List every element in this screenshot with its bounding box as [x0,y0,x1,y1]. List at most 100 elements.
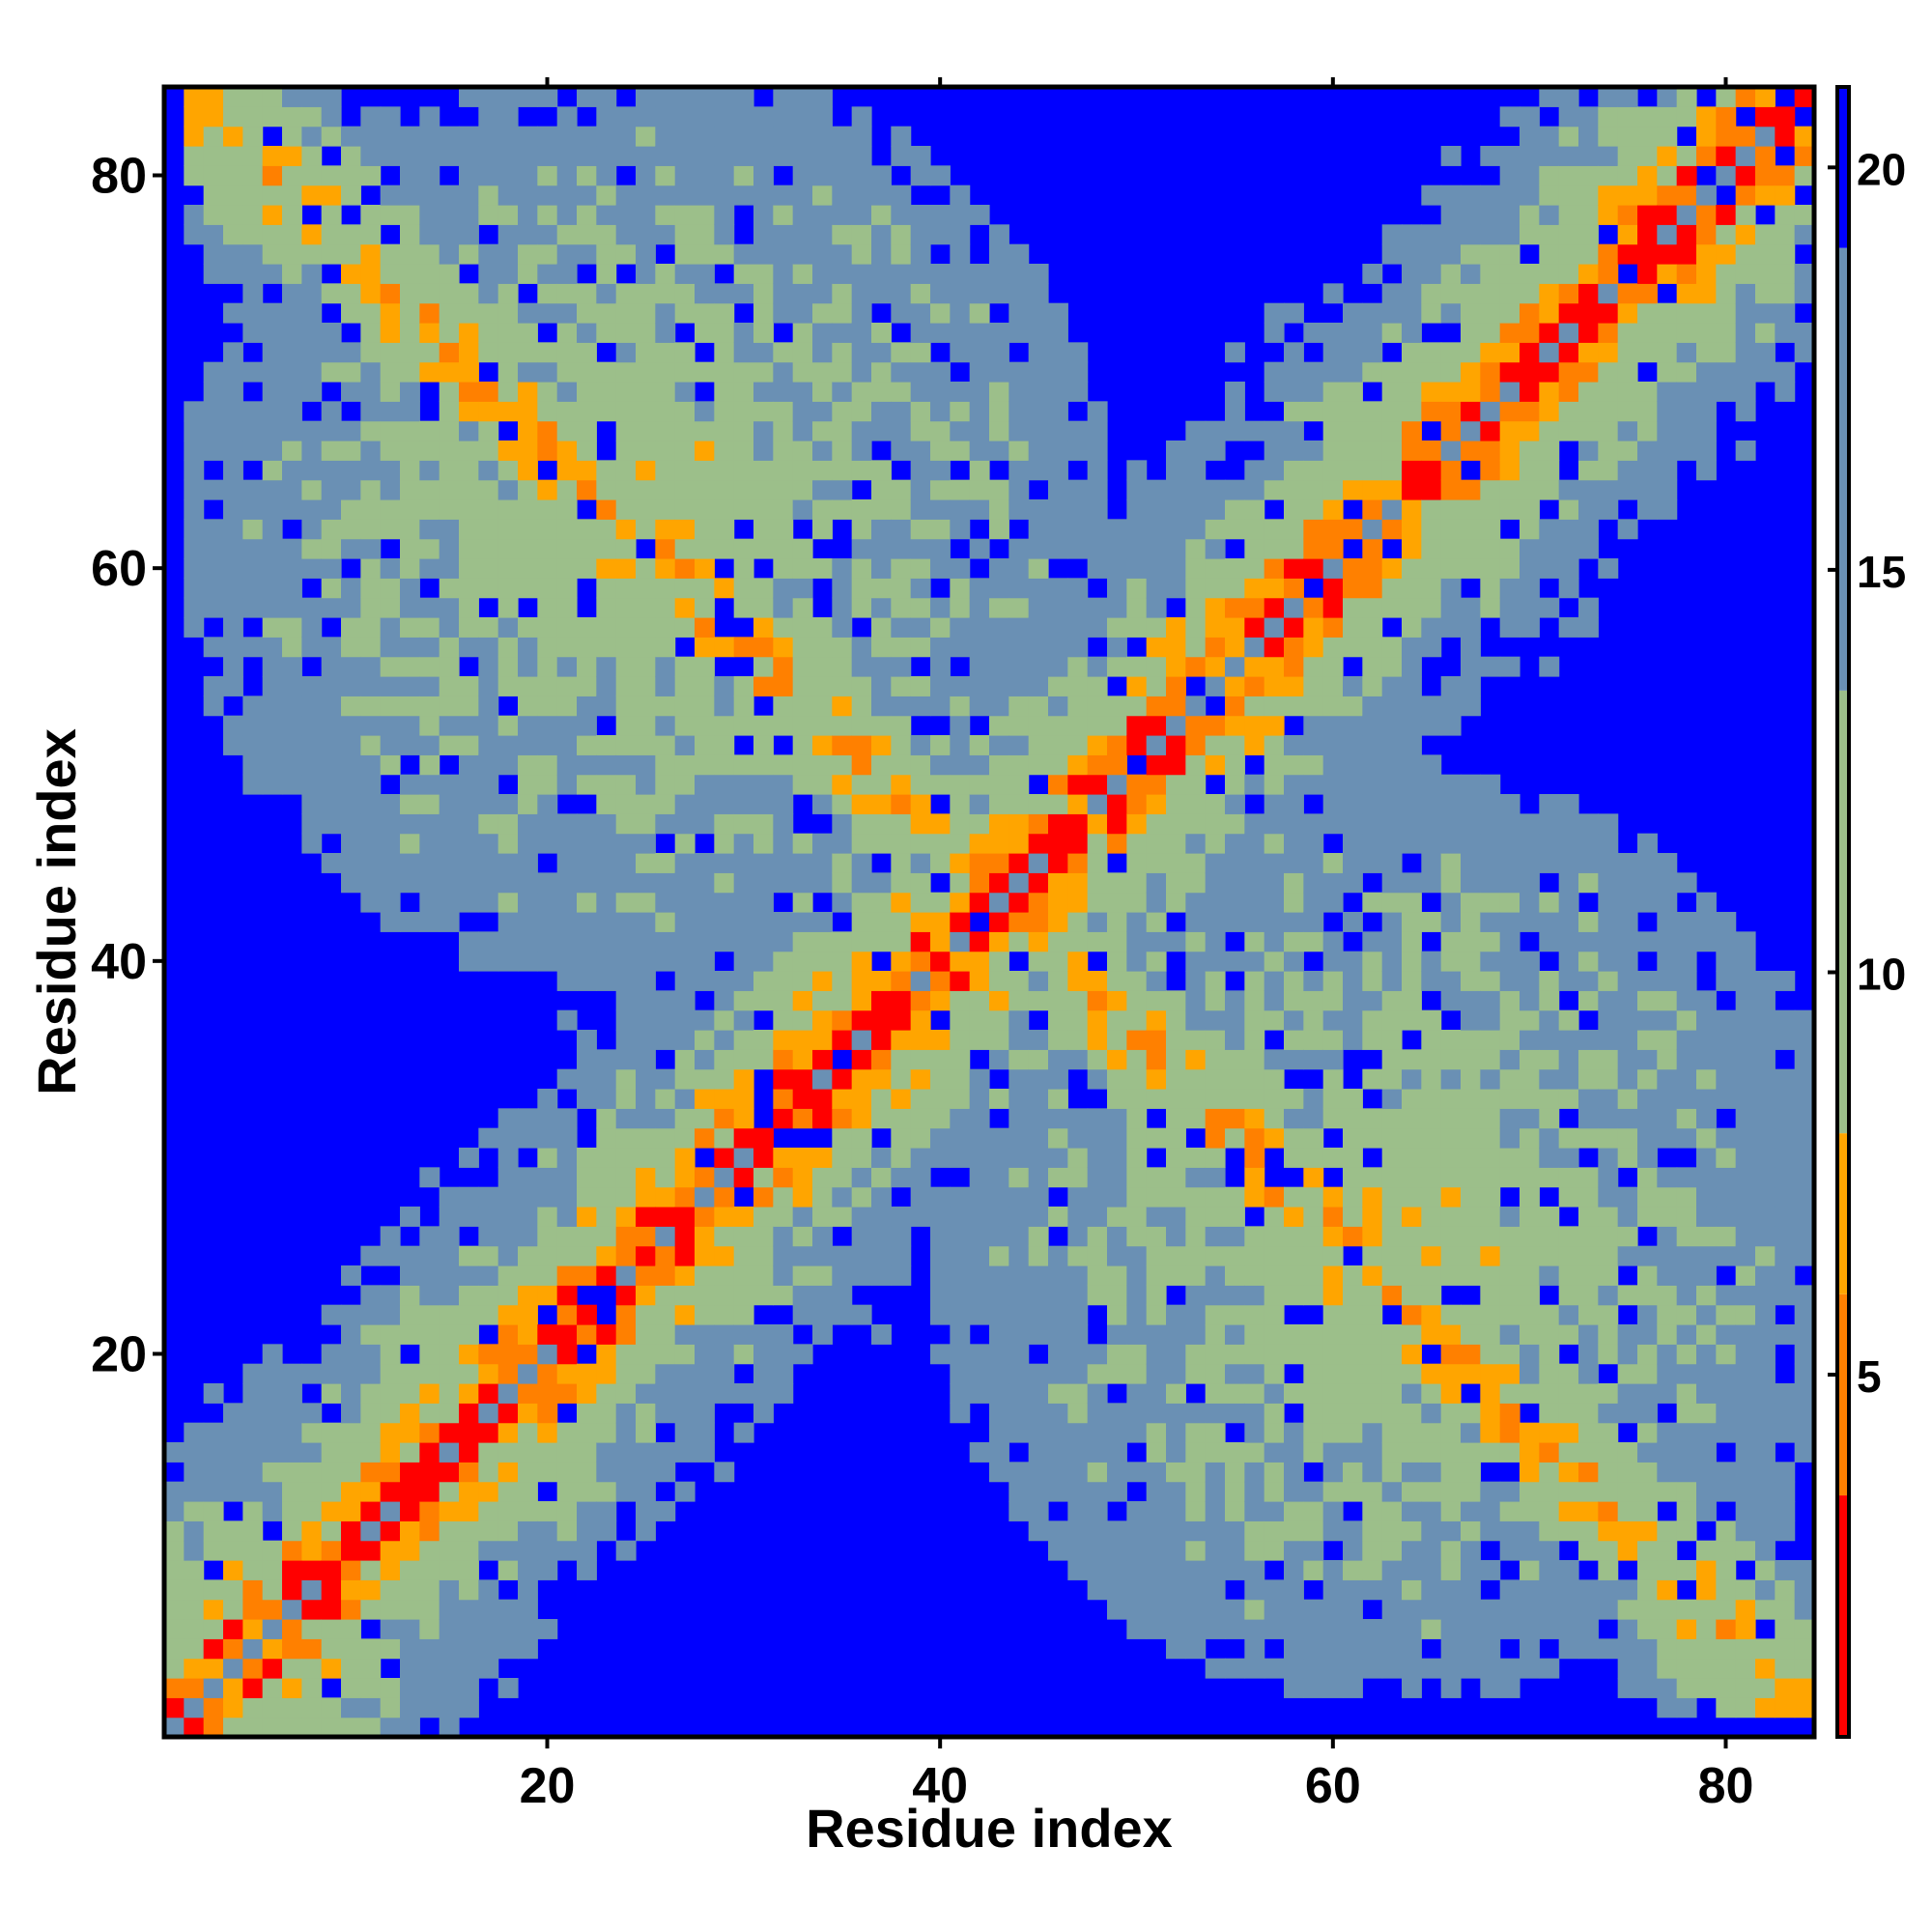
heatmap-cell [1421,1462,1442,1483]
heatmap-cell [360,1403,382,1424]
heatmap-cell [459,774,479,795]
heatmap-cell [1166,931,1186,952]
heatmap-cell [989,1442,1009,1463]
heatmap-cell [733,872,754,894]
heatmap-cell [733,185,754,206]
heatmap-cell [1617,460,1638,481]
heatmap-cell [1558,519,1579,540]
heatmap-cell [1637,971,1658,991]
heatmap-cell [969,538,990,559]
heatmap-cell [164,1619,185,1639]
heatmap-cell [537,617,558,638]
heatmap-cell [1381,1030,1403,1050]
heatmap-cell [1048,1520,1068,1542]
heatmap-cell [282,460,302,481]
heatmap-cell [930,597,951,618]
heatmap-cell [1009,1167,1030,1188]
heatmap-cell [1205,1030,1226,1050]
heatmap-cell [1343,1579,1363,1601]
heatmap-cell [1126,460,1148,481]
heatmap-cell [419,205,440,225]
heatmap-cell [930,558,951,579]
heatmap-cell [812,1186,833,1208]
heatmap-cell [400,126,420,147]
heatmap-cell [1676,1403,1697,1424]
heatmap-cell [636,479,656,500]
heatmap-cell [1598,1422,1619,1443]
heatmap-cell [773,440,794,461]
heatmap-cell [674,1422,696,1443]
heatmap-cell [1402,401,1422,422]
heatmap-cell [1166,1265,1186,1286]
heatmap-cell [1264,735,1285,755]
heatmap-cell [360,735,382,755]
heatmap-cell [989,794,1009,814]
heatmap-cell [753,323,774,343]
heatmap-cell [419,1422,440,1443]
heatmap-cell [1048,1009,1068,1031]
heatmap-cell [950,853,971,873]
heatmap-cell [1402,794,1422,814]
heatmap-cell [419,833,440,854]
heatmap-cell [910,872,931,894]
heatmap-cell [341,1560,361,1580]
heatmap-cell [223,519,243,540]
heatmap-cell [1362,1324,1383,1345]
heatmap-cell [262,440,283,461]
heatmap-cell [1362,1167,1383,1188]
heatmap-cell [871,1089,892,1109]
heatmap-cell [714,205,735,225]
heatmap-cell [203,440,224,461]
heatmap-cell [1539,401,1560,422]
heatmap-cell [380,479,401,500]
heatmap-cell [1166,1520,1186,1542]
heatmap-cell [439,735,460,755]
heatmap-cell [577,1540,597,1561]
heatmap-cell [1617,1540,1638,1561]
heatmap-cell [1009,538,1030,559]
heatmap-cell [1087,696,1108,717]
heatmap-cell [1322,1403,1344,1424]
heatmap-cell [1322,499,1344,520]
heatmap-cell [832,931,853,952]
heatmap-cell [360,499,382,520]
heatmap-cell [773,1245,794,1266]
heatmap-cell [262,302,283,324]
heatmap-cell [1440,1049,1462,1070]
heatmap-cell [203,185,224,206]
heatmap-cell [537,872,558,894]
heatmap-cell [674,676,696,696]
heatmap-cell [910,578,931,599]
heatmap-cell [242,519,264,540]
heatmap-cell [164,1717,185,1738]
heatmap-cell [1480,361,1501,383]
heatmap-cell [714,440,735,461]
heatmap-cell [321,1344,342,1365]
heatmap-cell [419,1304,440,1325]
heatmap-cell [615,853,637,873]
heatmap-cell [223,1717,243,1738]
heatmap-cell [1166,519,1186,540]
heatmap-cell [950,676,971,696]
heatmap-cell [1028,382,1049,402]
heatmap-cell [1499,1030,1520,1050]
heatmap-cell [1166,715,1186,736]
heatmap-cell [282,1678,302,1698]
heatmap-cell [1539,1442,1560,1463]
heatmap-cell [439,1226,460,1247]
heatmap-cell [1284,382,1304,402]
heatmap-cell [792,696,813,717]
heatmap-cell [1578,1127,1599,1149]
heatmap-cell [1696,1560,1717,1580]
heatmap-cell [1755,1108,1776,1129]
heatmap-cell [695,1403,715,1424]
heatmap-cell [655,382,676,402]
heatmap-cell [1676,1501,1697,1521]
heatmap-cell [1264,656,1285,677]
heatmap-cell [1402,1186,1422,1208]
heatmap-cell [1028,813,1049,835]
heatmap-cell [655,499,676,520]
heatmap-cell [695,1049,715,1070]
heatmap-cell [1009,853,1030,873]
heatmap-cell [1598,440,1619,461]
